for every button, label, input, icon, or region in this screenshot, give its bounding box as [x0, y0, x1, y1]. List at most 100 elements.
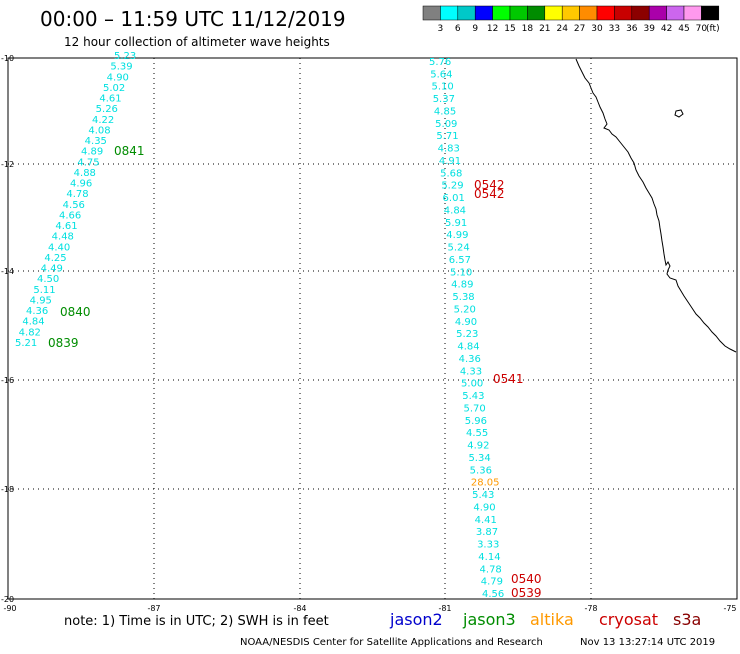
wave-height-value: 4.91	[439, 156, 461, 167]
longitude-tick-label: -81	[438, 604, 451, 613]
latitude-labels: -10 -12 -14 -16 -18 -20	[1, 54, 14, 604]
legend-tick-label: 45	[678, 24, 689, 34]
wave-height-value: 5.09	[435, 119, 457, 130]
legend-tick-label: 3	[438, 24, 444, 34]
legend-swatch	[614, 5, 633, 21]
legend-swatch	[701, 5, 720, 21]
coastline	[575, 58, 737, 353]
footer-credit: NOAA/NESDIS Center for Satellite Applica…	[240, 637, 543, 648]
latitude-tick-label: -16	[1, 376, 14, 385]
legend-tick-label: 12	[487, 24, 498, 34]
satellite-legend: jason2 jason3 altika cryosat s3a	[389, 610, 701, 629]
wave-height-value: 4.35	[85, 136, 107, 147]
legend-swatch	[596, 5, 615, 21]
wave-track-left: 5.235.394.905.024.615.264.224.084.354.89…	[15, 51, 136, 349]
legend-tick-label: 21	[539, 24, 550, 34]
pass-time-label: 0839	[48, 336, 79, 350]
map-frame	[7, 57, 738, 600]
satellite-name-label: s3a	[673, 610, 701, 629]
wave-height-value: 5.71	[436, 131, 458, 142]
wave-height-value: 4.90	[107, 72, 129, 83]
pass-time-label: 0540	[511, 572, 542, 586]
legend-tick-label: 15	[504, 24, 515, 34]
wave-height-value: 4.61	[55, 221, 77, 232]
pass-time-label: 0541	[493, 372, 524, 386]
wave-height-value: 5.64	[430, 69, 452, 80]
wave-height-value: 4.33	[460, 366, 482, 377]
wave-track-right: 5.765.645.105.374.855.095.714.834.915.68…	[429, 57, 504, 600]
wave-height-value: 5.68	[440, 168, 462, 179]
wave-height-value: 4.79	[481, 577, 503, 588]
wave-height-value: 5.96	[465, 416, 487, 427]
legend-tick-label: 42	[661, 24, 672, 34]
wave-height-value: 4.92	[467, 441, 489, 452]
wave-height-value: 5.02	[103, 83, 125, 94]
pass-time-label: 0539	[511, 586, 542, 600]
wave-height-value: 4.90	[473, 502, 495, 513]
wave-height-value: 4.78	[66, 189, 88, 200]
wave-height-value: 4.36	[459, 354, 481, 365]
map-title: 00:00 – 11:59 UTC 11/12/2019	[40, 7, 346, 31]
wave-height-value: 4.89	[81, 147, 103, 158]
legend-swatch	[683, 5, 702, 21]
pass-time-label: 0542	[474, 187, 505, 201]
footer-note: note: 1) Time is in UTC; 2) SWH is in fe…	[64, 614, 329, 629]
wave-height-value: 6.01	[443, 193, 465, 204]
satellite-name-label: cryosat	[599, 610, 658, 629]
legend-tick-label: 30	[591, 24, 603, 34]
wave-height-value: 4.78	[480, 564, 502, 575]
wave-height-value: 5.23	[114, 51, 136, 62]
wave-height-value: 5.00	[461, 379, 483, 390]
wave-height-value: 4.25	[44, 253, 66, 264]
wave-height-value: 3.87	[476, 527, 498, 538]
wave-height-value: 4.84	[444, 205, 466, 216]
wave-height-value: 5.43	[472, 490, 494, 501]
wave-height-value: 5.24	[447, 243, 469, 254]
legend-tick-label: 39	[643, 24, 655, 34]
legend-tick-label: 24	[556, 24, 568, 34]
legend-swatch	[492, 5, 511, 21]
legend-swatch	[474, 5, 493, 21]
wave-height-value: 4.49	[41, 264, 63, 275]
latitude-tick-label: -14	[1, 267, 14, 276]
wave-height-value: 6.57	[449, 255, 471, 266]
color-scale-legend: 3 6 9 12 15 18 21 24 27 30 33 36 39 42 45 70(ft)	[422, 5, 720, 34]
wave-height-value: 5.39	[110, 62, 132, 73]
longitude-labels: -90 -87 -84 -81 -78 -75	[3, 604, 736, 613]
wave-height-value: 4.22	[92, 115, 114, 126]
longitude-tick-label: -87	[147, 604, 160, 613]
longitude-tick-label: -90	[3, 604, 16, 613]
wave-height-value: 4.36	[26, 306, 48, 317]
legend-tick-label: 18	[522, 24, 534, 34]
legend-swatch	[422, 5, 441, 21]
wave-height-value: 5.11	[33, 285, 55, 296]
pass-time-label: 0542	[474, 178, 505, 192]
legend-swatch	[509, 5, 528, 21]
legend-swatch	[631, 5, 650, 21]
latitude-tick-label: -20	[1, 595, 14, 604]
wave-height-value: 28.05	[471, 478, 500, 489]
legend-tick-label: 33	[609, 24, 620, 34]
wave-height-value: 5.29	[441, 181, 463, 192]
wave-height-value: 4.90	[455, 317, 477, 328]
legend-swatch	[457, 5, 476, 21]
wave-height-value: 5.76	[429, 57, 451, 68]
longitude-tick-label: -84	[293, 604, 306, 613]
footer-timestamp: Nov 13 13:27:14 UTC 2019	[580, 637, 715, 648]
wave-height-value: 5.23	[456, 329, 478, 340]
legend-tick-label: 70	[696, 24, 708, 34]
wave-height-value: 4.56	[63, 200, 85, 211]
wave-height-value: 4.61	[99, 94, 121, 105]
graticule	[8, 58, 737, 599]
pass-time-label: 0841	[114, 144, 145, 158]
legend-swatch	[648, 5, 667, 21]
wave-height-value: 4.84	[22, 317, 44, 328]
wave-height-value: 5.20	[454, 304, 476, 315]
wave-height-value: 5.10	[450, 267, 472, 278]
wave-height-value: 5.10	[431, 82, 453, 93]
legend-tick-label: 27	[574, 24, 585, 34]
legend-tick-label: 9	[472, 24, 478, 34]
legend-tick-label: 36	[626, 24, 638, 34]
